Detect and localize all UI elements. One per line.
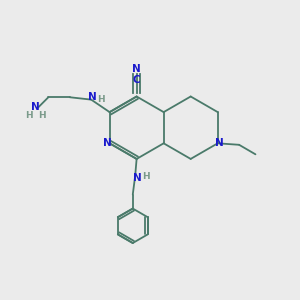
Text: N: N [215,138,224,148]
Text: N: N [132,64,141,74]
Text: H: H [25,111,33,120]
Text: N: N [88,92,97,102]
Text: N: N [133,173,142,183]
Text: N: N [31,102,40,112]
Text: H: H [39,111,46,120]
Text: H: H [142,172,150,181]
Text: N: N [103,138,112,148]
Text: C: C [133,75,140,85]
Text: H: H [97,95,104,104]
